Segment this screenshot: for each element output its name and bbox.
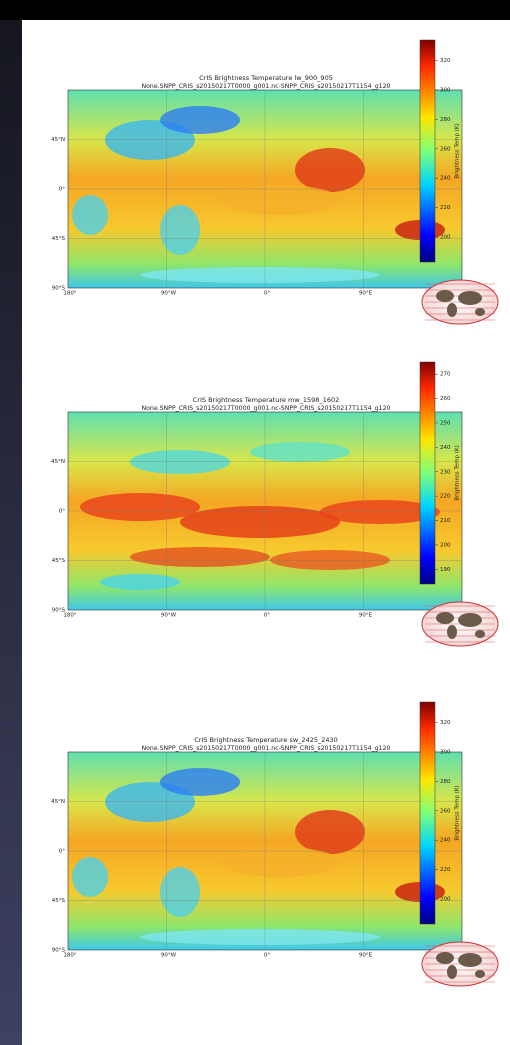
colorbar xyxy=(420,702,435,924)
continent xyxy=(436,290,454,302)
page: CrIS Brightness Temperature lw_900_905No… xyxy=(0,0,510,1045)
temperature-region xyxy=(270,550,390,570)
temperature-region xyxy=(72,195,108,235)
colorbar-label: Brightness Temp (K) xyxy=(455,123,461,178)
temperature-region xyxy=(160,867,200,917)
panel-subtitle: None.SNPP_CRIS_s20150217T0000_g001.nc-SN… xyxy=(142,83,391,90)
continent xyxy=(458,613,482,627)
lon-label: 90°W xyxy=(161,291,177,297)
colorbar-tick-label: 300 xyxy=(440,749,451,755)
continent xyxy=(436,952,454,964)
colorbar-tick-label: 190 xyxy=(440,567,451,573)
lon-label: 90°E xyxy=(359,953,373,959)
globe-icon xyxy=(422,942,498,986)
panel-title: CrIS Brightness Temperature mw_1598_1602 xyxy=(193,396,339,404)
colorbar-tick-label: 220 xyxy=(440,205,451,211)
colorbar-tick-label: 230 xyxy=(440,469,451,475)
temperature-region xyxy=(72,857,108,897)
lat-label: 45°S xyxy=(52,558,66,564)
temperature-region xyxy=(160,768,240,796)
lon-label: 90°W xyxy=(161,613,177,619)
temperature-region xyxy=(220,847,340,877)
lon-label: 90°E xyxy=(359,613,373,619)
colorbar-tick-label: 220 xyxy=(440,867,451,873)
lon-label: 0° xyxy=(264,613,270,619)
temperature-region xyxy=(140,929,380,945)
lat-label: 45°S xyxy=(52,898,66,904)
colorbar xyxy=(420,40,435,262)
lat-label: 45°N xyxy=(51,799,65,805)
panel-subtitle: None.SNPP_CRIS_s20150217T0000_g001.nc-SN… xyxy=(142,405,391,412)
lat-label: 45°N xyxy=(51,459,65,465)
globe-icon xyxy=(422,602,498,646)
lat-label: 0° xyxy=(59,187,65,193)
colorbar-tick-label: 220 xyxy=(440,494,451,500)
colorbar-tick-label: 200 xyxy=(440,542,451,548)
temperature-region xyxy=(140,267,380,283)
continent xyxy=(475,308,485,316)
temperature-region xyxy=(295,810,365,854)
continent xyxy=(475,970,485,978)
temperature-region xyxy=(80,493,200,521)
lon-label: 180° xyxy=(63,291,76,297)
colorbar-tick-label: 300 xyxy=(440,87,451,93)
colorbar-tick-label: 200 xyxy=(440,897,451,903)
continent xyxy=(436,612,454,624)
colorbar-tick-label: 240 xyxy=(440,176,451,182)
colorbar-tick-label: 240 xyxy=(440,445,451,451)
colorbar xyxy=(420,362,435,584)
continent xyxy=(447,965,457,979)
side-bar xyxy=(0,20,22,1045)
temperature-region xyxy=(220,185,340,215)
globe-icon xyxy=(422,280,498,324)
colorbar-tick-label: 200 xyxy=(440,235,451,241)
lat-label: 0° xyxy=(59,509,65,515)
continent xyxy=(447,625,457,639)
colorbar-tick-label: 280 xyxy=(440,117,451,123)
colorbar-tick-label: 260 xyxy=(440,808,451,814)
continent xyxy=(475,630,485,638)
temperature-region xyxy=(295,148,365,192)
continent xyxy=(447,303,457,317)
temperature-region xyxy=(180,506,340,538)
lon-label: 0° xyxy=(264,953,270,959)
slide: CrIS Brightness Temperature lw_900_905No… xyxy=(0,0,510,1045)
temperature-region xyxy=(130,547,270,567)
temperature-region xyxy=(160,106,240,134)
lat-label: 45°N xyxy=(51,137,65,143)
colorbar-tick-label: 280 xyxy=(440,779,451,785)
continent xyxy=(458,953,482,967)
colorbar-label: Brightness Temp (K) xyxy=(455,785,461,840)
colorbar-label: Brightness Temp (K) xyxy=(455,445,461,500)
lon-label: 0° xyxy=(264,291,270,297)
lat-label: 0° xyxy=(59,849,65,855)
continent xyxy=(458,291,482,305)
colorbar-tick-label: 260 xyxy=(440,396,451,402)
panel-title: CrIS Brightness Temperature sw_2425_2430 xyxy=(194,736,338,744)
panel-subtitle: None.SNPP_CRIS_s20150217T0000_g001.nc-SN… xyxy=(142,745,391,752)
colorbar-tick-label: 240 xyxy=(440,838,451,844)
colorbar-tick-label: 320 xyxy=(440,720,451,726)
colorbar-tick-label: 270 xyxy=(440,372,451,378)
panel-title: CrIS Brightness Temperature lw_900_905 xyxy=(199,74,333,82)
lon-label: 180° xyxy=(63,953,76,959)
temperature-region xyxy=(130,450,230,474)
lon-label: 90°E xyxy=(359,291,373,297)
colorbar-tick-label: 250 xyxy=(440,420,451,426)
lon-label: 90°W xyxy=(161,953,177,959)
lat-label: 45°S xyxy=(52,236,66,242)
temperature-region xyxy=(160,205,200,255)
lon-label: 180° xyxy=(63,613,76,619)
colorbar-tick-label: 210 xyxy=(440,518,451,524)
temperature-region xyxy=(100,574,180,590)
colorbar-tick-label: 320 xyxy=(440,58,451,64)
colorbar-tick-label: 260 xyxy=(440,146,451,152)
